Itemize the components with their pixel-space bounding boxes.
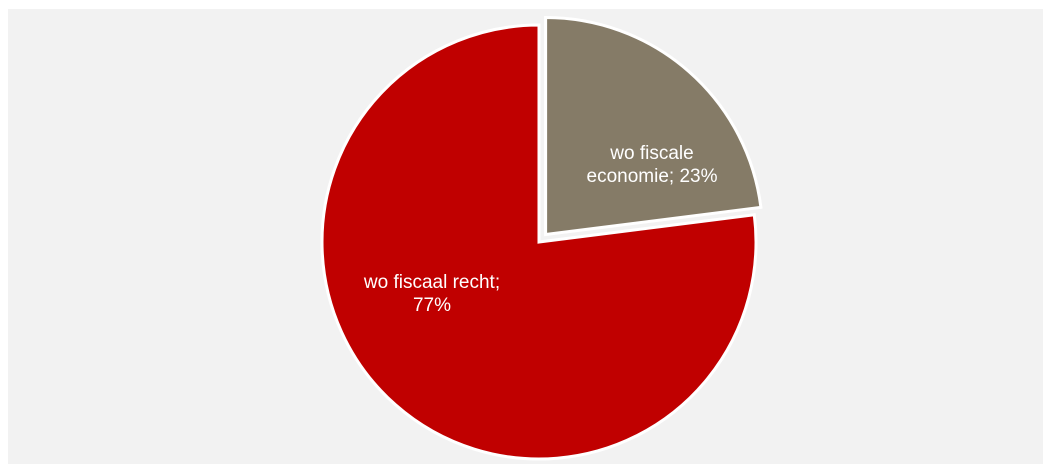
pie-slice-wo-fiscaal-recht: [320, 23, 758, 461]
data-label-line: wo fiscale: [609, 143, 693, 164]
data-label-line: economie; 23%: [587, 166, 718, 187]
data-label-line: wo fiscaal recht;: [363, 272, 500, 293]
data-label-wo-fiscale-economie: wo fiscale economie; 23%: [587, 143, 718, 187]
slices-layer: [320, 15, 763, 461]
pie-slice-wo-fiscale-economie: [544, 15, 763, 237]
data-label-line: 77%: [413, 295, 451, 316]
labels-layer: wo fiscale economie; 23% wo fiscaal recht;…: [363, 143, 718, 316]
data-label-wo-fiscaal-recht: wo fiscaal recht; 77%: [363, 272, 500, 316]
